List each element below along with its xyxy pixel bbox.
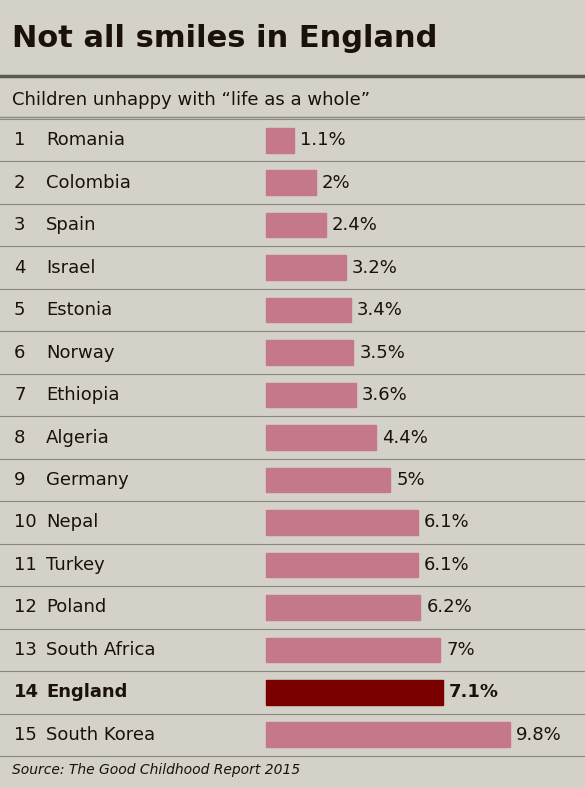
Text: 7: 7 bbox=[14, 386, 26, 404]
Bar bbox=[266, 255, 346, 280]
Bar bbox=[266, 637, 440, 662]
Text: 3: 3 bbox=[14, 216, 26, 234]
Text: Nepal: Nepal bbox=[46, 514, 98, 531]
Text: 8: 8 bbox=[14, 429, 25, 447]
Text: 2: 2 bbox=[14, 173, 26, 191]
Text: 7%: 7% bbox=[446, 641, 475, 659]
Text: Germany: Germany bbox=[46, 471, 129, 489]
Text: 1.1%: 1.1% bbox=[300, 132, 345, 149]
Text: Estonia: Estonia bbox=[46, 301, 112, 319]
Text: Children unhappy with “life as a whole”: Children unhappy with “life as a whole” bbox=[12, 91, 370, 109]
Text: 6.1%: 6.1% bbox=[424, 514, 469, 531]
Text: South Korea: South Korea bbox=[46, 726, 155, 744]
Text: 12: 12 bbox=[14, 598, 37, 616]
Text: South Africa: South Africa bbox=[46, 641, 156, 659]
Text: 6: 6 bbox=[14, 344, 25, 362]
Bar bbox=[266, 170, 316, 195]
Text: 9: 9 bbox=[14, 471, 26, 489]
Bar bbox=[266, 426, 376, 450]
Bar bbox=[266, 552, 418, 578]
Text: 9.8%: 9.8% bbox=[516, 726, 562, 744]
Text: Spain: Spain bbox=[46, 216, 97, 234]
Text: 7.1%: 7.1% bbox=[449, 683, 498, 701]
Bar bbox=[0, 0, 585, 76]
Text: Algeria: Algeria bbox=[46, 429, 110, 447]
Text: Poland: Poland bbox=[46, 598, 106, 616]
Text: 6.2%: 6.2% bbox=[426, 598, 472, 616]
Text: 5: 5 bbox=[14, 301, 26, 319]
Text: Romania: Romania bbox=[46, 132, 125, 149]
Bar bbox=[266, 213, 326, 237]
Text: 6.1%: 6.1% bbox=[424, 556, 469, 574]
Text: 3.4%: 3.4% bbox=[357, 301, 402, 319]
Text: 3.2%: 3.2% bbox=[352, 258, 398, 277]
Text: 5%: 5% bbox=[397, 471, 425, 489]
Text: Israel: Israel bbox=[46, 258, 95, 277]
Text: 3.6%: 3.6% bbox=[362, 386, 407, 404]
Bar bbox=[266, 467, 391, 492]
Text: 13: 13 bbox=[14, 641, 37, 659]
Bar bbox=[266, 680, 443, 704]
Text: 2.4%: 2.4% bbox=[332, 216, 378, 234]
Text: 3.5%: 3.5% bbox=[359, 344, 405, 362]
Text: Ethiopia: Ethiopia bbox=[46, 386, 119, 404]
Bar bbox=[266, 595, 420, 619]
Text: 4.4%: 4.4% bbox=[381, 429, 428, 447]
Text: 10: 10 bbox=[14, 514, 37, 531]
Bar bbox=[266, 383, 356, 407]
Text: Colombia: Colombia bbox=[46, 173, 131, 191]
Text: 4: 4 bbox=[14, 258, 26, 277]
Bar bbox=[266, 298, 350, 322]
Bar bbox=[266, 340, 353, 365]
Bar bbox=[266, 128, 294, 153]
Text: England: England bbox=[46, 683, 128, 701]
Text: Source: The Good Childhood Report 2015: Source: The Good Childhood Report 2015 bbox=[12, 763, 300, 777]
Bar bbox=[266, 510, 418, 535]
Text: 1: 1 bbox=[14, 132, 25, 149]
Text: 14: 14 bbox=[14, 683, 39, 701]
Text: 2%: 2% bbox=[322, 173, 350, 191]
Text: Norway: Norway bbox=[46, 344, 115, 362]
Text: 15: 15 bbox=[14, 726, 37, 744]
Text: Not all smiles in England: Not all smiles in England bbox=[12, 24, 438, 53]
Text: 11: 11 bbox=[14, 556, 37, 574]
Bar bbox=[266, 723, 510, 747]
Text: Turkey: Turkey bbox=[46, 556, 105, 574]
